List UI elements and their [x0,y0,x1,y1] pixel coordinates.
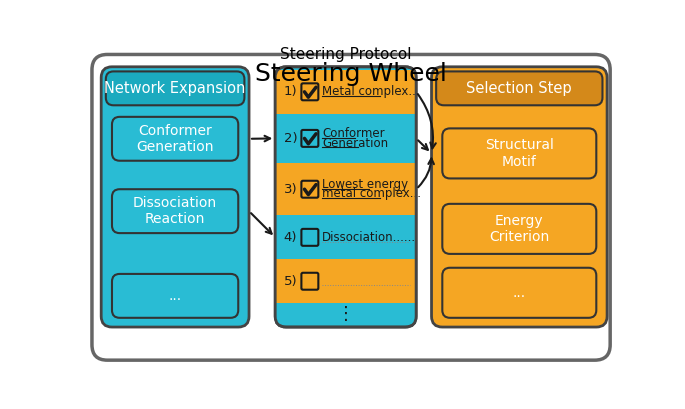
Bar [276,303,415,324]
FancyBboxPatch shape [443,268,597,318]
FancyBboxPatch shape [112,189,238,233]
Text: Dissociation......: Dissociation...... [322,231,416,244]
Text: Steering Wheel: Steering Wheel [255,62,447,86]
Text: ...: ... [169,289,182,303]
FancyBboxPatch shape [92,54,610,360]
Bar [276,114,415,163]
FancyBboxPatch shape [101,67,249,327]
FancyBboxPatch shape [112,274,238,318]
Bar [276,216,415,259]
Text: 3): 3) [284,183,297,196]
Text: Steering Protocol: Steering Protocol [280,47,412,62]
FancyBboxPatch shape [443,204,597,254]
Text: Energy
Criterion: Energy Criterion [489,214,549,244]
FancyBboxPatch shape [436,72,603,105]
Text: metal complex...: metal complex... [322,187,421,200]
Text: Metal complex...: Metal complex... [322,85,420,98]
Text: Selection Step: Selection Step [466,81,572,96]
Text: Conformer: Conformer [322,127,385,140]
Text: ⋮: ⋮ [336,305,355,323]
Bar [276,163,415,216]
Text: Conformer
Generation: Conformer Generation [136,124,214,154]
Text: Structural
Motif: Structural Motif [485,138,553,169]
FancyBboxPatch shape [275,67,416,327]
Text: ...: ... [513,286,526,300]
Text: Dissociation
Reaction: Dissociation Reaction [133,196,217,226]
Text: Generation: Generation [322,137,388,150]
Text: 1): 1) [284,85,297,98]
Text: 2): 2) [284,132,297,145]
FancyBboxPatch shape [105,72,245,105]
Text: Lowest energy: Lowest energy [322,178,408,191]
Text: Network Expansion: Network Expansion [104,81,246,96]
Text: 5): 5) [284,275,297,288]
Bar [276,70,415,114]
FancyBboxPatch shape [432,67,607,327]
FancyBboxPatch shape [112,117,238,161]
FancyBboxPatch shape [301,130,319,147]
FancyBboxPatch shape [301,83,319,100]
FancyBboxPatch shape [301,273,319,290]
Bar [276,259,415,303]
FancyBboxPatch shape [301,229,319,246]
Text: 4): 4) [284,231,297,244]
FancyBboxPatch shape [301,181,319,198]
FancyBboxPatch shape [443,128,597,178]
